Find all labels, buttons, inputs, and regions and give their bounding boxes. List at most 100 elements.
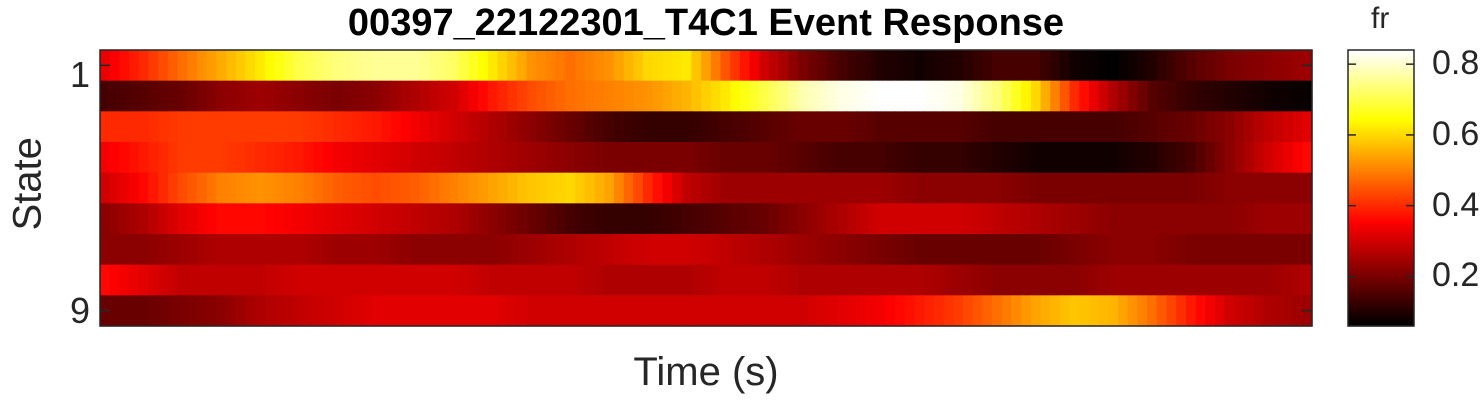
heatmap-cell	[148, 50, 159, 82]
heatmap-cell	[642, 295, 654, 327]
heatmap-cell	[1030, 50, 1042, 82]
heatmap-cell	[701, 111, 712, 143]
heatmap-cell	[439, 264, 450, 296]
heatmap-cell	[575, 142, 586, 174]
heatmap-cell	[206, 295, 217, 327]
heatmap-cell	[662, 50, 673, 82]
heatmap-cell	[1011, 80, 1022, 112]
heatmap-cell	[119, 203, 130, 235]
heatmap-cell	[332, 264, 343, 296]
heatmap-cell	[323, 80, 334, 112]
heatmap-cell	[972, 142, 983, 174]
heatmap-cell	[555, 172, 567, 204]
colorbar-swatch	[1348, 116, 1414, 119]
heatmap-cell	[313, 50, 324, 82]
heatmap-cell	[313, 111, 324, 143]
heatmap-cell	[1292, 111, 1303, 143]
colorbar-swatch	[1348, 288, 1414, 291]
heatmap-cell	[1215, 111, 1226, 143]
colorbar-swatch	[1348, 192, 1414, 195]
heatmap-cell	[235, 111, 247, 143]
heatmap-cell	[352, 203, 363, 235]
heatmap-cell	[895, 50, 906, 82]
heatmap-cell	[1108, 264, 1119, 296]
heatmap-cell	[1127, 295, 1139, 327]
heatmap-cell	[710, 203, 722, 235]
heatmap-cell	[701, 203, 712, 235]
colorbar-swatch	[1348, 156, 1414, 159]
heatmap-cell	[710, 234, 722, 266]
colorbar-swatch	[1348, 216, 1414, 219]
colorbar-swatch	[1348, 146, 1414, 149]
heatmap-cell	[352, 50, 363, 82]
heatmap-cell	[778, 50, 790, 82]
heatmap-cell	[720, 264, 731, 296]
heatmap-cell	[303, 50, 314, 82]
heatmap-cell	[1030, 234, 1042, 266]
heatmap-cell	[138, 295, 150, 327]
heatmap-cell	[390, 234, 402, 266]
heatmap-cell	[827, 295, 838, 327]
heatmap-cell	[439, 50, 450, 82]
heatmap-cell	[846, 295, 857, 327]
heatmap-cell	[1205, 203, 1216, 235]
heatmap-cell	[468, 234, 479, 266]
heatmap-cell	[788, 203, 799, 235]
heatmap-cell	[1224, 111, 1236, 143]
colorbar-swatch	[1348, 202, 1414, 205]
heatmap-cell	[458, 234, 470, 266]
heatmap-cell	[303, 142, 314, 174]
heatmap-cell	[972, 172, 983, 204]
colorbar-swatch	[1348, 126, 1414, 129]
y-tick-marks	[100, 64, 1312, 312]
heatmap-cell	[1205, 80, 1216, 112]
heatmap-cell	[623, 295, 634, 327]
heatmap-cell	[613, 234, 625, 266]
heatmap-cell	[1030, 142, 1042, 174]
heatmap-cell	[827, 203, 838, 235]
heatmap-cell	[390, 203, 402, 235]
heatmap-cell	[1156, 295, 1168, 327]
heatmap-cell	[1273, 203, 1284, 235]
heatmap-cell	[167, 295, 179, 327]
heatmap-cell	[216, 203, 227, 235]
heatmap-cell	[119, 142, 130, 174]
heatmap-cell	[933, 50, 945, 82]
colorbar-swatch	[1348, 170, 1414, 173]
heatmap-cell	[293, 142, 305, 174]
heatmap-cell	[778, 142, 790, 174]
heatmap-cell	[187, 111, 198, 143]
colorbar-swatch	[1348, 84, 1414, 87]
heatmap-cell	[662, 172, 673, 204]
colorbar-swatch	[1348, 76, 1414, 79]
colorbar	[1348, 50, 1414, 327]
heatmap-cell	[497, 264, 508, 296]
heatmap-cell	[1166, 203, 1177, 235]
heatmap-cell	[885, 172, 896, 204]
heatmap-cell	[371, 172, 382, 204]
heatmap-cell	[400, 50, 411, 82]
heatmap-cell	[516, 203, 528, 235]
heatmap-cell	[1263, 172, 1274, 204]
heatmap-cell	[458, 142, 470, 174]
heatmap-cell	[303, 80, 314, 112]
heatmap-cell	[1059, 234, 1071, 266]
heatmap-cell	[293, 80, 305, 112]
colorbar-swatch	[1348, 120, 1414, 123]
heatmap-cell	[933, 111, 945, 143]
colorbar-swatch	[1348, 172, 1414, 175]
heatmap-cell	[1118, 234, 1129, 266]
heatmap-cell	[400, 203, 411, 235]
heatmap-cell	[895, 234, 906, 266]
heatmap-cell	[439, 234, 450, 266]
heatmap-cell	[1185, 172, 1197, 204]
heatmap-cell	[739, 111, 751, 143]
heatmap-cell	[419, 80, 431, 112]
heatmap-cell	[856, 264, 867, 296]
heatmap-cell	[206, 80, 217, 112]
heatmap-cell	[1263, 203, 1274, 235]
heatmap-cell	[604, 264, 615, 296]
heatmap-cell	[1273, 50, 1284, 82]
heatmap-cell	[158, 234, 169, 266]
heatmap-cell	[943, 203, 954, 235]
